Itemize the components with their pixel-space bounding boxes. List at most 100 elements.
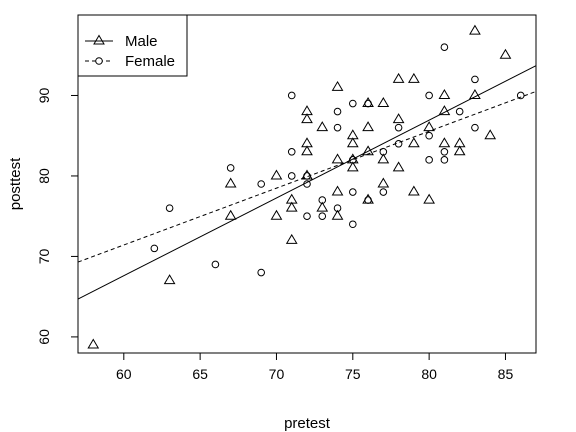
male-point-triangle (362, 121, 374, 132)
y-axis: 60 70 80 90 (36, 87, 79, 345)
male-point-triangle (423, 121, 436, 132)
female-point-circle (440, 43, 449, 51)
male-point-triangle (224, 177, 237, 188)
legend-female-label: Female (125, 53, 175, 70)
female-point-circle (287, 148, 296, 156)
male-point-triangle (331, 185, 344, 196)
female-point-circle (287, 172, 296, 180)
female-point-circle (303, 172, 311, 180)
female-point-circle (318, 212, 327, 220)
female-point-circle (425, 156, 433, 164)
male-point-triangle (346, 137, 359, 148)
legend-male-triangle-icon (93, 34, 105, 45)
male-point-triangle (285, 233, 298, 244)
female-point-circle (425, 91, 433, 100)
x-tick-label: 70 (269, 366, 285, 382)
male-point-triangle (469, 88, 481, 99)
male-point-triangle (163, 274, 176, 285)
male-point-triangle (331, 80, 344, 91)
female-point-circle (165, 204, 174, 212)
legend-box (77, 14, 188, 77)
female-point-circle (303, 180, 311, 188)
female-point-circle (318, 196, 327, 204)
female-point-circle (394, 139, 403, 148)
male-point-triangle (301, 145, 313, 156)
male-point-triangle (285, 193, 298, 204)
y-tick-label: 90 (36, 87, 52, 103)
female-point-circle (394, 123, 403, 132)
female-point-circle (150, 244, 159, 253)
female-point-circle (349, 156, 357, 164)
male-fit-line (77, 65, 537, 300)
x-axis: 60 65 70 75 80 85 (116, 352, 514, 382)
female-point-circle (349, 188, 357, 196)
female-point-circle (364, 196, 372, 204)
legend: Male Female (77, 14, 188, 77)
male-point-triangle (377, 153, 390, 164)
female-point-circle (303, 212, 311, 220)
male-point-triangle (438, 88, 451, 99)
male-point-triangle (392, 72, 405, 83)
male-point-triangle (346, 129, 359, 140)
x-tick-label: 80 (421, 366, 437, 382)
female-point-circle (226, 164, 235, 172)
male-point-triangle (377, 97, 390, 108)
male-point-triangle (392, 161, 405, 172)
male-point-triangle (499, 48, 512, 59)
male-point-triangle (331, 153, 344, 164)
male-point-triangle (331, 209, 344, 220)
female-point-circle (211, 260, 220, 269)
female-point-circle (333, 204, 342, 212)
female-point-circle (333, 123, 342, 132)
male-point-triangle (285, 201, 298, 212)
x-tick-label: 65 (192, 366, 208, 382)
male-point-triangle (301, 113, 313, 124)
y-tick-label: 60 (36, 329, 52, 345)
female-point-circle (379, 188, 388, 196)
x-axis-title: pretest (284, 415, 331, 432)
legend-female-circle-icon (95, 57, 103, 65)
female-point-circle (425, 131, 433, 140)
female-point-circle (349, 99, 357, 108)
male-point-triangle (453, 137, 466, 148)
male-point-triangle (438, 137, 451, 148)
male-point-triangle (224, 209, 237, 220)
female-point-circle (287, 91, 296, 100)
female-point-circle (379, 148, 388, 156)
male-point-triangle (392, 113, 405, 124)
x-tick-label: 60 (116, 366, 132, 382)
male-point-triangle (316, 121, 329, 132)
male-point-triangle (362, 145, 374, 156)
male-point-triangle (453, 145, 466, 156)
y-tick-label: 80 (36, 168, 52, 184)
legend-male-label: Male (125, 33, 158, 50)
male-point-triangle (484, 129, 497, 140)
data-points (87, 24, 525, 349)
y-tick-label: 70 (36, 248, 52, 264)
male-point-triangle (407, 72, 420, 83)
fit-lines (77, 65, 537, 300)
male-point-triangle (270, 169, 283, 180)
male-point-triangle (301, 105, 313, 116)
x-tick-label: 75 (345, 366, 361, 382)
x-tick-label: 85 (498, 366, 514, 382)
female-point-circle (471, 75, 479, 84)
female-point-circle (471, 123, 479, 132)
male-point-triangle (316, 201, 329, 212)
male-point-triangle (346, 161, 359, 172)
y-axis-title: posttest (7, 157, 24, 210)
female-fit-line (77, 90, 537, 263)
male-point-triangle (469, 24, 481, 35)
female-point-circle (364, 99, 372, 108)
male-point-triangle (407, 137, 420, 148)
male-point-triangle (423, 193, 436, 204)
male-point-triangle (87, 338, 100, 349)
male-point-triangle (377, 177, 390, 188)
male-point-triangle (270, 209, 283, 220)
female-point-circle (333, 107, 342, 116)
male-point-triangle (301, 137, 313, 148)
female-point-circle (440, 148, 449, 156)
female-point-circle (349, 220, 357, 229)
female-point-circle (516, 91, 525, 100)
female-point-circle (440, 156, 449, 164)
